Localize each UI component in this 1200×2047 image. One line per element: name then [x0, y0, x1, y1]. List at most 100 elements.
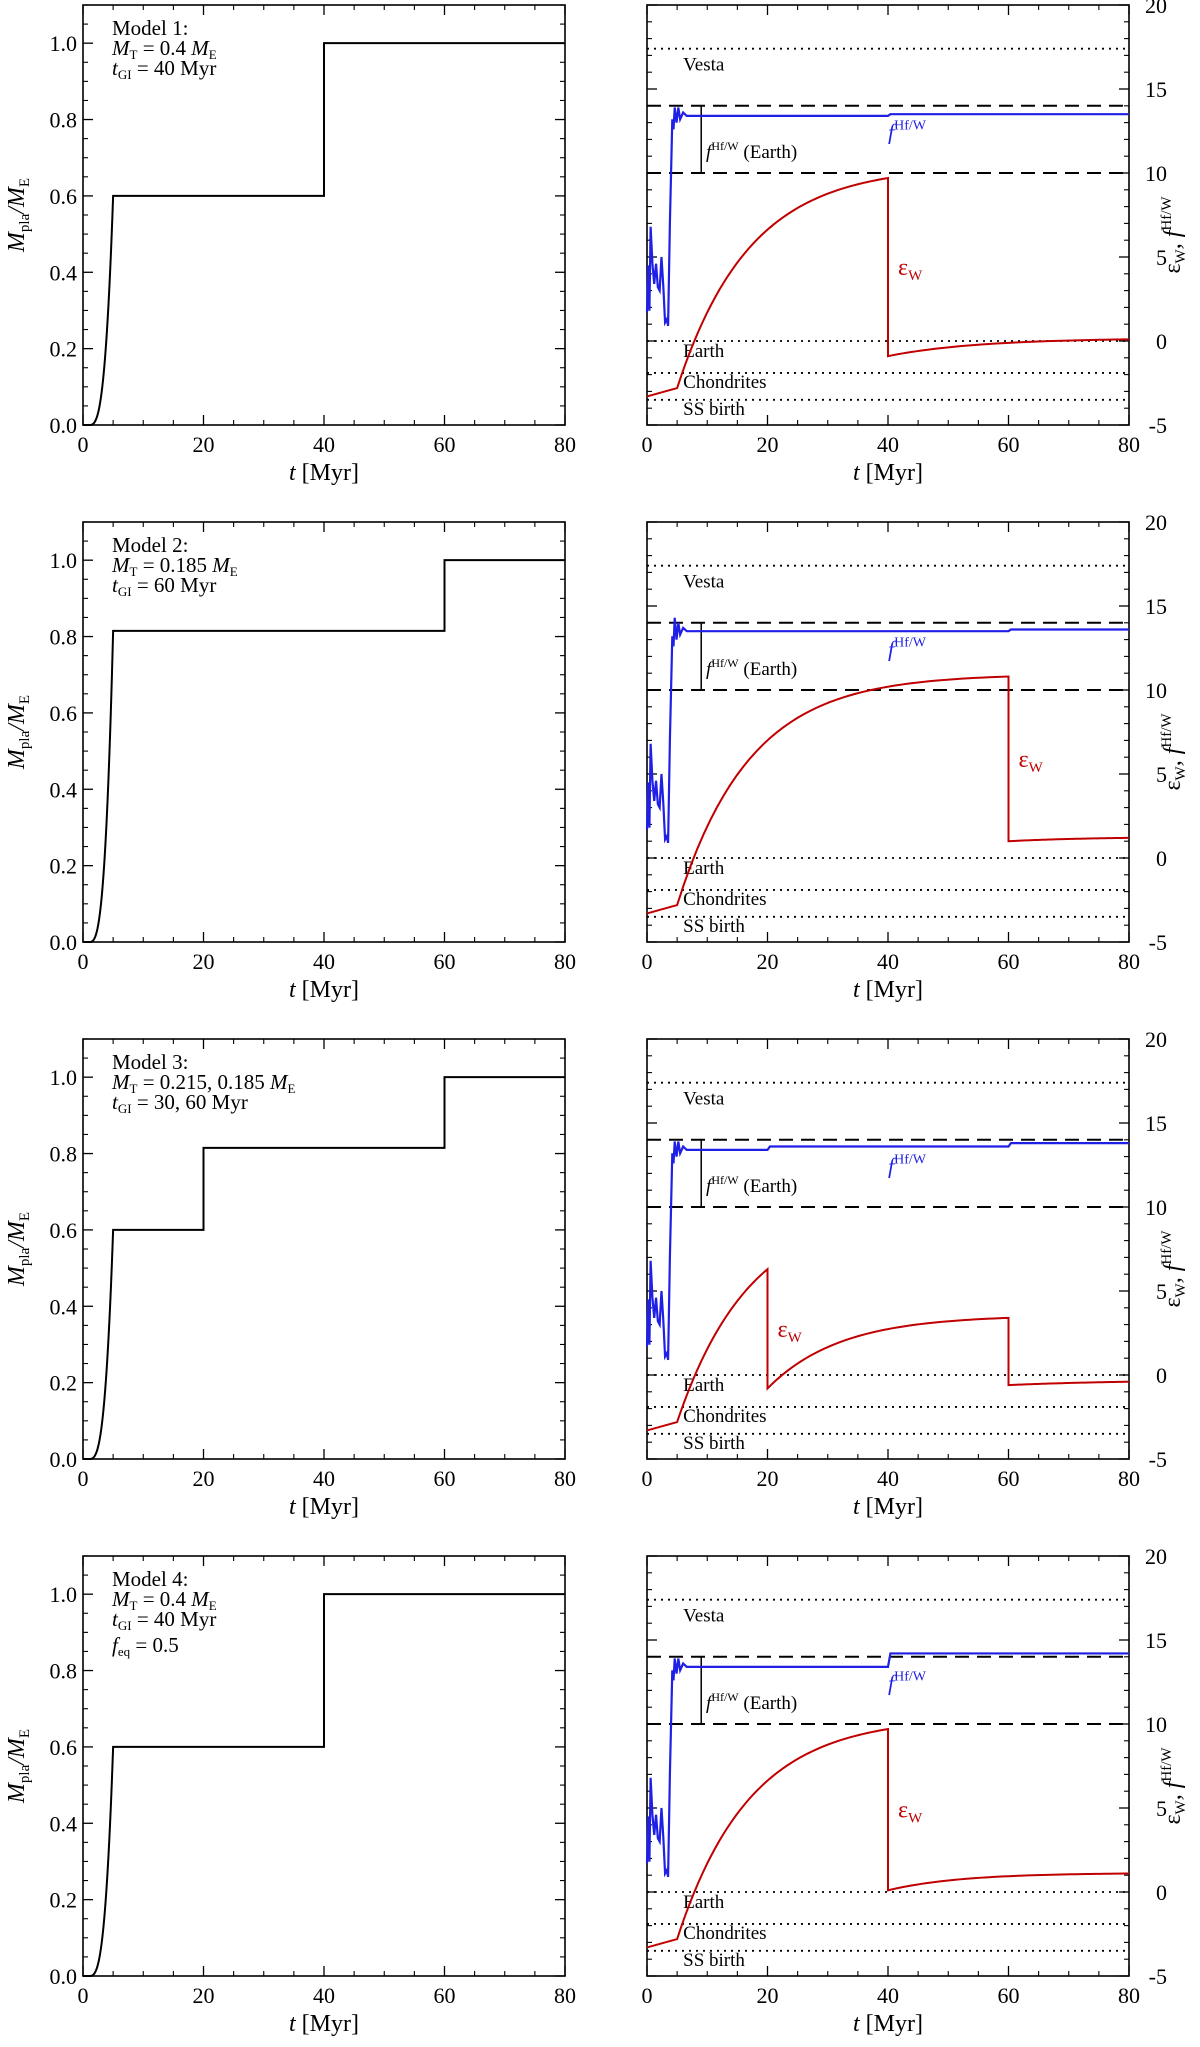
- giant-impact-time-line: tGI = 40 Myr: [112, 1607, 216, 1633]
- left-y-tick-label: 0.8: [50, 625, 78, 650]
- f-hfw-curve: [645, 1652, 1129, 1878]
- left-x-tick-label: 20: [193, 949, 215, 974]
- right-x-tick-label: 60: [998, 949, 1020, 974]
- right-y-tick-label: 20: [1145, 1027, 1167, 1052]
- right-y-tick-label: -5: [1149, 413, 1167, 438]
- left-x-tick-label: 80: [554, 432, 576, 457]
- left-x-tick-label: 20: [193, 1983, 215, 2008]
- left-x-axis-label: t [Myr]: [289, 1494, 359, 1520]
- left-y-tick-label: 0.2: [50, 854, 78, 879]
- right-x-tick-label: 0: [642, 432, 653, 457]
- left-x-tick-label: 40: [313, 1983, 335, 2008]
- right-y-axis-label: εW, fHf/W: [1159, 713, 1189, 791]
- vesta-label: Vesta: [683, 1089, 725, 1110]
- mass-curve: [83, 42, 565, 426]
- right-x-axis-label: t [Myr]: [853, 977, 923, 1003]
- right-x-axis-label: t [Myr]: [853, 2011, 923, 2037]
- right-y-axis-label: εW, fHf/W: [1159, 196, 1189, 274]
- right-y-tick-label: 15: [1145, 77, 1167, 102]
- giant-impact-time-line: tGI = 60 Myr: [112, 573, 216, 599]
- left-x-tick-label: 20: [193, 1466, 215, 1491]
- f-earth-label: fHf/W (Earth): [706, 1173, 797, 1197]
- earth-label: Earth: [683, 1892, 725, 1913]
- f-earth-label: fHf/W (Earth): [706, 139, 797, 163]
- epsilon-w-curve: [646, 1727, 1130, 1949]
- left-y-tick-label: 1.0: [50, 31, 78, 56]
- right-x-tick-label: 20: [757, 1466, 779, 1491]
- left-y-tick-label: 0.8: [50, 108, 78, 133]
- left-y-tick-label: 0.0: [50, 930, 78, 955]
- model-2-row: 0 20 40 60 80 0.0 0.2 0.4 0.6 0.8 1.0 t [Myr] Mpla/M…: [4, 510, 1189, 1003]
- model-label: Model 2:: [112, 533, 188, 557]
- isotope-panel: 0 20 40 60 80 -5 0 5 10 15 20 t [Myr] εW, fHf/W Vesta…: [642, 510, 1190, 1003]
- left-x-tick-label: 0: [78, 949, 89, 974]
- epsilon-w-curve-label: εW: [778, 1317, 803, 1346]
- left-x-tick-label: 0: [78, 1983, 89, 2008]
- right-x-tick-label: 40: [877, 1466, 899, 1491]
- vesta-label: Vesta: [683, 572, 725, 593]
- ss-birth-label: SS birth: [683, 399, 745, 420]
- right-y-tick-label: 15: [1145, 594, 1167, 619]
- isotope-panel: 0 20 40 60 80 -5 0 5 10 15 20 t [Myr] εW, fHf/W Vesta…: [642, 1027, 1190, 1520]
- right-y-tick-label: 20: [1145, 510, 1167, 535]
- left-x-tick-label: 60: [434, 949, 456, 974]
- right-y-tick-label: 0: [1156, 1363, 1167, 1388]
- mass-panel: 0 20 40 60 80 0.0 0.2 0.4 0.6 0.8 1.0 t [Myr] Mpla/M…: [4, 4, 576, 486]
- right-x-tick-label: 80: [1118, 1983, 1140, 2008]
- left-x-axis-label: t [Myr]: [289, 977, 359, 1003]
- left-y-tick-label: 0.6: [50, 1735, 78, 1760]
- model-1-row: 0 20 40 60 80 0.0 0.2 0.4 0.6 0.8 1.0 t [Myr] Mpla/M…: [4, 0, 1189, 486]
- right-y-axis-label: εW, fHf/W: [1159, 1230, 1189, 1308]
- right-x-tick-label: 40: [877, 1983, 899, 2008]
- target-mass-line: MT = 0.4 ME: [111, 1587, 217, 1613]
- vesta-label: Vesta: [683, 1606, 725, 1627]
- right-y-tick-label: 0: [1156, 1880, 1167, 1905]
- left-y-tick-label: 0.0: [50, 1964, 78, 1989]
- right-x-tick-label: 20: [757, 432, 779, 457]
- left-x-tick-label: 60: [434, 1466, 456, 1491]
- right-x-axis-label: t [Myr]: [853, 1494, 923, 1520]
- left-y-tick-label: 0.8: [50, 1142, 78, 1167]
- left-y-tick-label: 0.8: [50, 1659, 78, 1684]
- left-x-tick-label: 80: [554, 949, 576, 974]
- left-y-tick-label: 0.6: [50, 1218, 78, 1243]
- left-x-tick-label: 0: [78, 432, 89, 457]
- target-mass-line: MT = 0.185 ME: [111, 553, 238, 579]
- earth-label: Earth: [683, 858, 725, 879]
- right-x-tick-label: 0: [642, 1466, 653, 1491]
- left-x-tick-label: 0: [78, 1466, 89, 1491]
- model-3-row: 0 20 40 60 80 0.0 0.2 0.4 0.6 0.8 1.0 t [Myr] Mpla/M…: [4, 1027, 1189, 1520]
- right-x-tick-label: 60: [998, 432, 1020, 457]
- left-x-tick-label: 60: [434, 1983, 456, 2008]
- vesta-label: Vesta: [683, 55, 725, 76]
- mass-curve: [83, 559, 565, 943]
- left-x-tick-label: 80: [554, 1983, 576, 2008]
- ss-birth-label: SS birth: [683, 1433, 745, 1454]
- f-hfw-curve-label: fHf/W: [888, 635, 927, 661]
- right-y-tick-label: 20: [1145, 0, 1167, 18]
- right-y-tick-label: 15: [1145, 1111, 1167, 1136]
- epsilon-w-curve-label: εW: [898, 1798, 923, 1827]
- left-y-tick-label: 0.6: [50, 701, 78, 726]
- f-hfw-curve-label: fHf/W: [888, 1669, 927, 1695]
- right-y-tick-label: 10: [1145, 678, 1167, 703]
- mass-panel: 0 20 40 60 80 0.0 0.2 0.4 0.6 0.8 1.0 t [Myr] Mpla/M…: [4, 1038, 576, 1520]
- isotope-panel: 0 20 40 60 80 -5 0 5 10 15 20 t [Myr] εW, fHf/W Vesta…: [642, 0, 1190, 486]
- chondrites-label: Chondrites: [683, 372, 766, 393]
- epsilon-w-curve-label: εW: [898, 255, 923, 284]
- f-hfw-curve-label: fHf/W: [888, 118, 927, 144]
- left-x-axis-label: t [Myr]: [289, 460, 359, 486]
- f-hfw-curve: [645, 107, 1129, 327]
- left-y-tick-label: 0.4: [50, 777, 78, 802]
- f-earth-label: fHf/W (Earth): [706, 1690, 797, 1714]
- right-y-tick-label: -5: [1149, 1447, 1167, 1472]
- right-x-tick-label: 60: [998, 1983, 1020, 2008]
- left-y-axis-label: Mpla/ME: [4, 178, 33, 253]
- epsilon-w-curve: [646, 1266, 1130, 1432]
- right-x-tick-label: 80: [1118, 949, 1140, 974]
- right-x-tick-label: 20: [757, 949, 779, 974]
- right-y-tick-label: 0: [1156, 329, 1167, 354]
- right-y-tick-label: 5: [1156, 245, 1167, 270]
- model-label: Model 1:: [112, 16, 188, 40]
